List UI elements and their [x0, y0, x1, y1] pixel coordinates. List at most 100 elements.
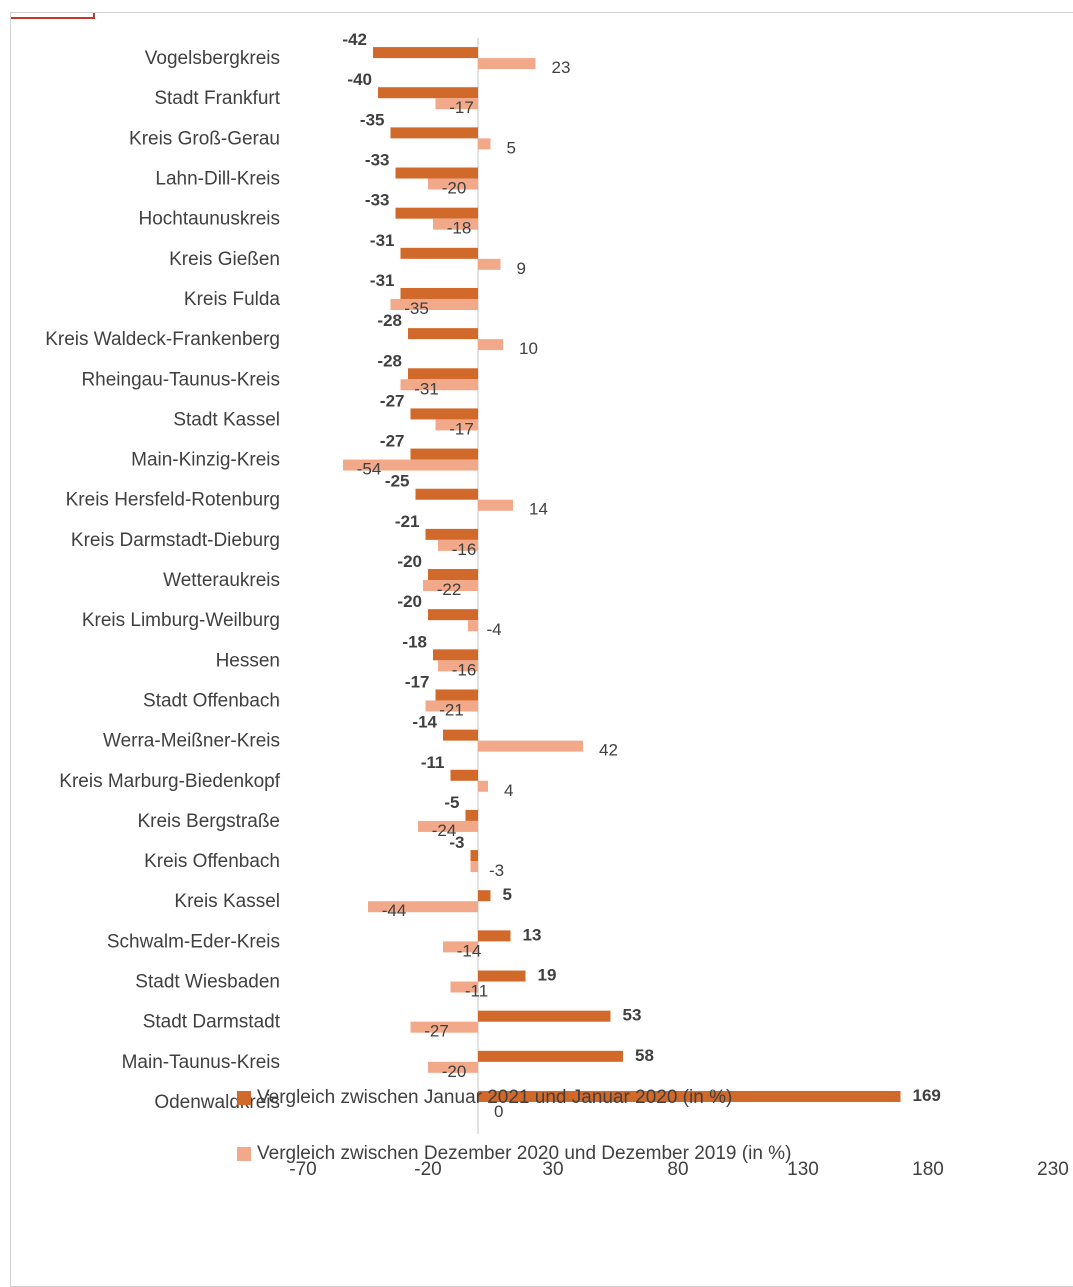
- data-label-series-b: 5: [507, 138, 516, 157]
- category-label: Kreis Offenbach: [144, 851, 280, 872]
- x-tick-label: 80: [667, 1159, 688, 1180]
- data-label-series-b: -44: [382, 901, 407, 920]
- bar-series-a: [425, 528, 478, 540]
- data-label-series-b: -4: [486, 620, 501, 639]
- x-tick-label: 230: [1037, 1159, 1069, 1180]
- bar-series-a: [400, 287, 478, 299]
- data-label-series-b: 4: [504, 781, 513, 800]
- data-label-series-a: -11: [421, 753, 445, 772]
- bar-series-b: [425, 700, 478, 712]
- bar-series-a: [465, 809, 478, 821]
- bar-series-a: [415, 488, 478, 500]
- bar-series-b: [478, 138, 491, 150]
- data-label-series-b: -17: [449, 419, 474, 438]
- bar-series-b: [443, 941, 478, 953]
- legend-item-series-b: Vergleich zwischen Dezember 2020 und Dez…: [237, 1143, 791, 1164]
- legend-swatch-series-a: [237, 1091, 251, 1105]
- bar-series-a: [478, 1090, 901, 1102]
- data-label-series-a: -28: [377, 311, 402, 330]
- data-label-series-a: -3: [449, 833, 464, 852]
- category-label: Kreis Marburg-Biedenkopf: [59, 771, 280, 792]
- bar-series-a: [428, 609, 478, 621]
- data-label-series-b: -16: [452, 540, 477, 559]
- bar-series-a: [400, 247, 478, 259]
- bar-series-a: [478, 1050, 623, 1062]
- category-label: Stadt Darmstadt: [143, 1012, 281, 1033]
- data-label-series-a: -28: [377, 351, 402, 370]
- data-label-series-a: -42: [342, 30, 367, 49]
- category-label: Schwalm-Eder-Kreis: [107, 931, 280, 952]
- bar-series-b: [418, 820, 478, 832]
- data-label-series-a: 53: [623, 1006, 642, 1025]
- x-tick-label: -70: [289, 1159, 316, 1180]
- category-label: Wetteraukreis: [163, 570, 280, 591]
- data-label-series-a: -33: [365, 191, 390, 210]
- data-label-series-a: -20: [397, 592, 422, 611]
- category-label: Stadt Frankfurt: [154, 88, 280, 109]
- category-label: Kreis Hersfeld-Rotenburg: [66, 490, 280, 511]
- category-label: Lahn-Dill-Kreis: [155, 169, 280, 190]
- data-label-series-a: 169: [913, 1086, 941, 1105]
- data-label-series-a: -25: [385, 472, 410, 491]
- category-label: Kreis Limburg-Weilburg: [82, 610, 280, 631]
- data-label-series-b: -18: [447, 219, 472, 238]
- data-label-series-b: -22: [437, 580, 462, 599]
- bar-series-a: [478, 970, 526, 982]
- bar-series-a: [433, 649, 478, 661]
- data-label-series-a: -17: [405, 672, 430, 691]
- bar-series-a: [450, 769, 478, 781]
- corner-mark: [11, 13, 95, 19]
- data-label-series-a: -31: [370, 231, 395, 250]
- category-label: Kreis Fulda: [184, 289, 281, 310]
- category-label: Hessen: [216, 650, 280, 671]
- data-label-series-a: -5: [444, 793, 459, 812]
- legend-label-series-a: Vergleich zwischen Januar 2021 und Janua…: [257, 1087, 733, 1108]
- data-label-series-a: -14: [412, 713, 437, 732]
- data-label-series-a: -20: [397, 552, 422, 571]
- data-label-series-a: 58: [635, 1046, 654, 1065]
- data-label-series-b: -14: [457, 941, 482, 960]
- bar-series-a: [373, 47, 478, 59]
- data-label-series-a: -35: [360, 110, 385, 129]
- category-label: Kreis Gießen: [169, 249, 280, 270]
- bar-series-a: [443, 729, 478, 741]
- bar-series-a: [408, 368, 478, 380]
- category-label: Main-Kinzig-Kreis: [131, 450, 280, 471]
- data-label-series-b: 0: [494, 1102, 503, 1121]
- data-label-series-b: -31: [414, 379, 439, 398]
- bar-series-b: [428, 1061, 478, 1073]
- bar-series-b: [468, 620, 478, 632]
- legend-item-series-a: Vergleich zwischen Januar 2021 und Janua…: [237, 1087, 791, 1108]
- data-label-series-b: 9: [517, 259, 526, 278]
- category-label: Kreis Darmstadt-Dieburg: [71, 530, 280, 551]
- bar-series-a: [395, 207, 478, 219]
- category-label: Main-Taunus-Kreis: [122, 1052, 280, 1073]
- data-label-series-a: -21: [395, 512, 420, 531]
- bar-series-a: [395, 167, 478, 179]
- bar-series-b: [478, 258, 501, 270]
- data-label-series-b: 10: [519, 339, 538, 358]
- legend-swatch-series-b: [237, 1147, 251, 1161]
- data-label-series-b: -27: [424, 1022, 449, 1041]
- bar-series-b: [400, 379, 478, 391]
- data-label-series-b: -11: [465, 982, 488, 1001]
- bar-series-b: [368, 901, 478, 913]
- bar-series-b: [438, 539, 478, 551]
- bar-series-a: [410, 448, 478, 460]
- data-label-series-a: 13: [523, 925, 542, 944]
- data-label-series-b: -54: [357, 460, 382, 479]
- category-label: Hochtaunuskreis: [138, 209, 280, 230]
- bar-series-a: [428, 569, 478, 581]
- category-label: Rheingau-Taunus-Kreis: [81, 369, 280, 390]
- data-label-series-b: -24: [432, 821, 457, 840]
- data-label-series-b: -16: [452, 660, 477, 679]
- data-label-series-a: -18: [402, 632, 427, 651]
- data-label-series-a: 19: [538, 966, 557, 985]
- category-label: Vogelsbergkreis: [145, 48, 280, 69]
- data-label-series-b: 14: [529, 500, 548, 519]
- data-label-series-b: -20: [442, 1062, 467, 1081]
- bar-series-a: [478, 890, 491, 902]
- bar-series-a: [478, 1010, 611, 1022]
- category-label: Kreis Kassel: [174, 891, 280, 912]
- bar-series-b: [478, 780, 488, 792]
